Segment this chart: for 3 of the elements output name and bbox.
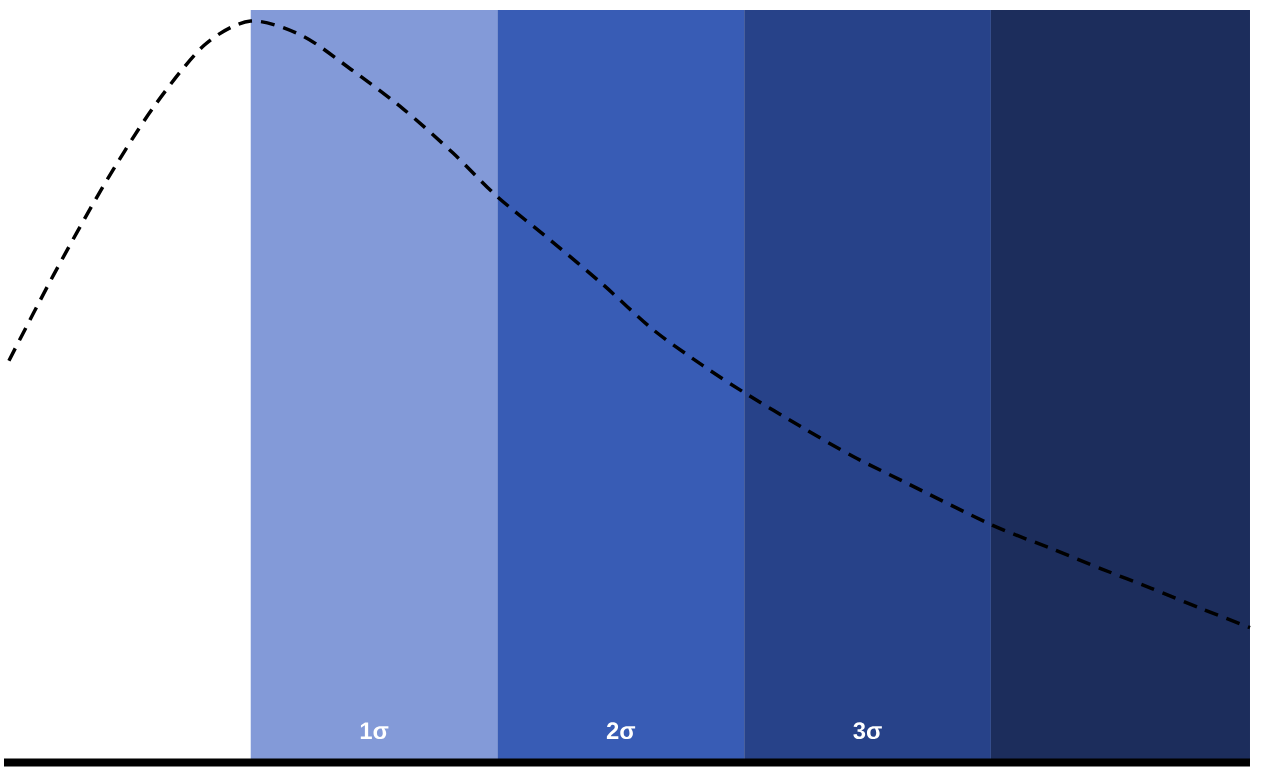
x-tick-label: 1σ bbox=[360, 722, 389, 740]
x-tick-label: 2σ bbox=[606, 722, 636, 740]
x-tick-label: 3σ bbox=[853, 722, 882, 740]
